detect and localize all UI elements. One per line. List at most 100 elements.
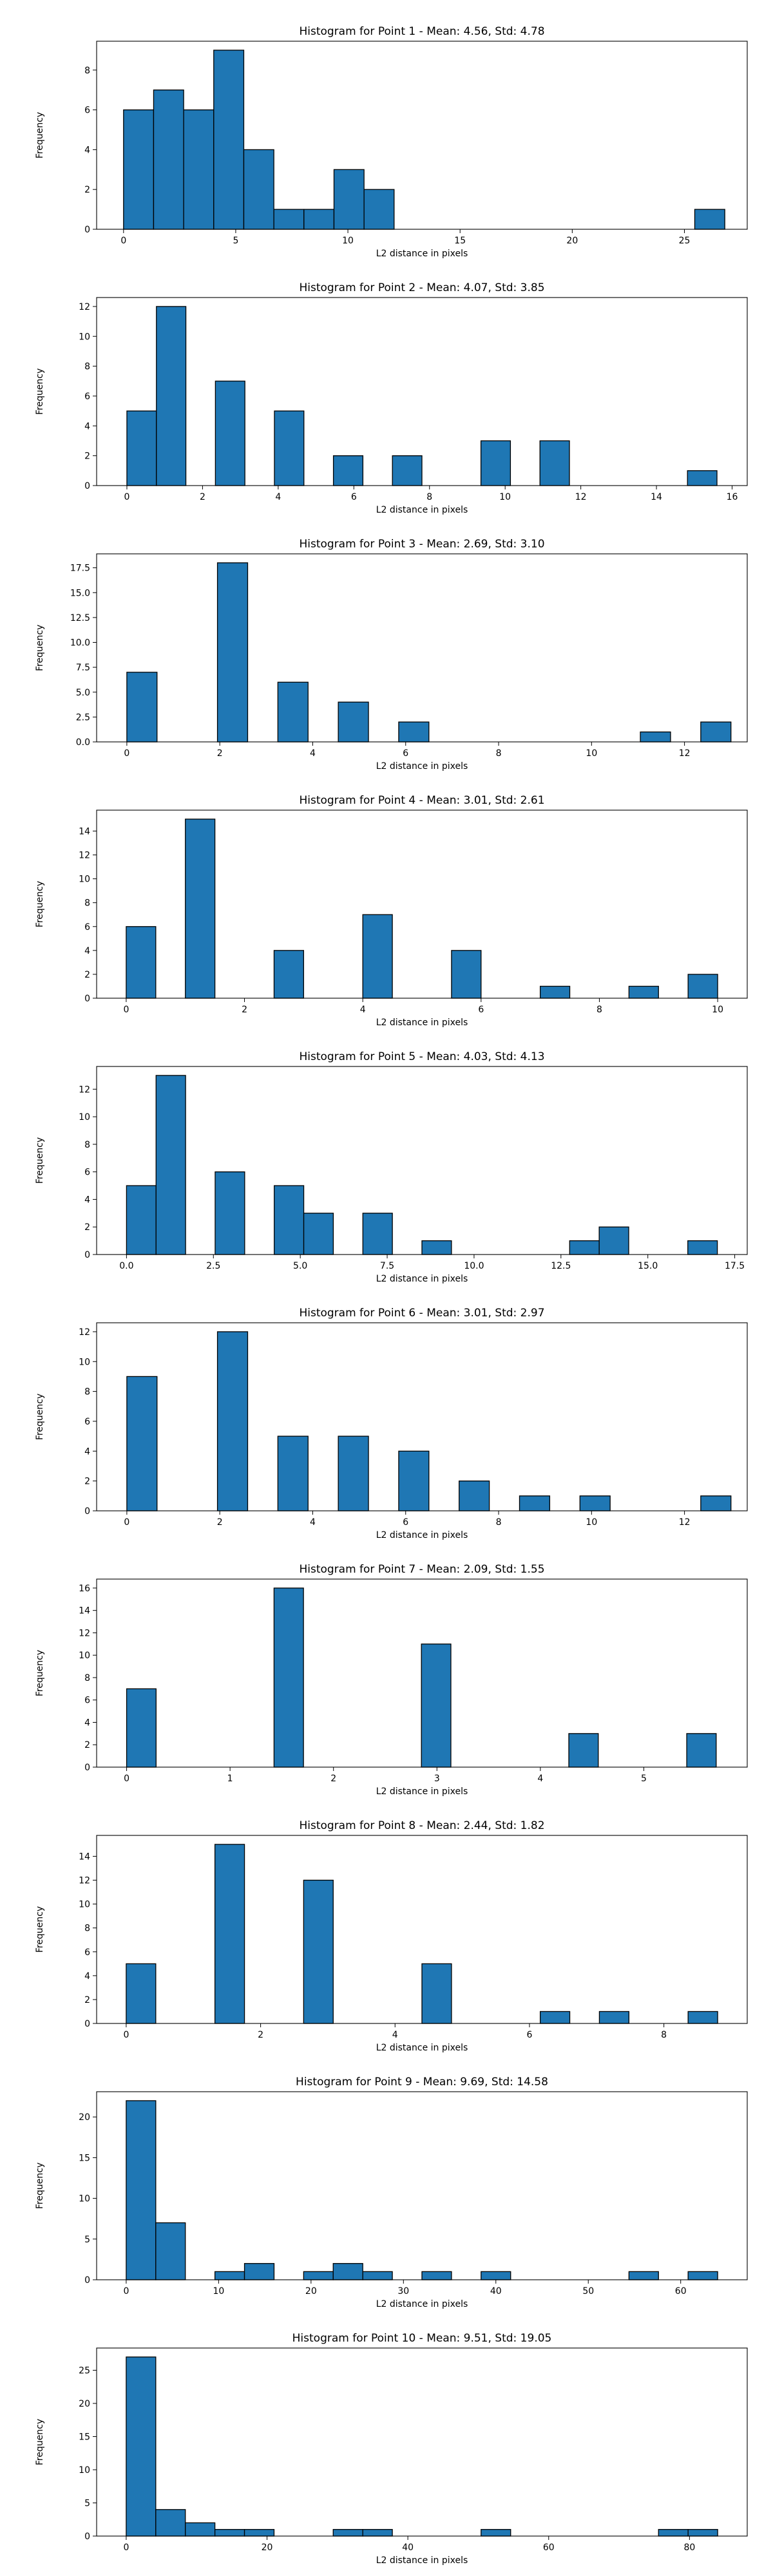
x-tick-label: 60	[675, 2286, 687, 2297]
x-axis-label: L2 distance in pixels	[376, 505, 468, 515]
histogram-bar	[126, 1376, 158, 1511]
x-tick-label: 20	[566, 236, 578, 246]
y-tick-label: 2	[84, 1995, 90, 2005]
histogram-bar	[598, 1226, 629, 1255]
x-tick-label: 40	[490, 2286, 502, 2297]
x-tick-label: 6	[526, 2030, 532, 2040]
y-tick-label: 10	[79, 2194, 90, 2204]
histogram-bar	[700, 1495, 732, 1511]
x-tick-label: 0	[123, 2543, 129, 2553]
x-tick-label: 8	[426, 492, 432, 502]
x-tick-label: 0	[124, 748, 129, 759]
y-tick-label: 15	[79, 2432, 90, 2443]
x-tick-label: 6	[478, 1005, 484, 1015]
chart-title: Histogram for Point 9 - Mean: 9.69, Std:…	[296, 2076, 548, 2088]
x-tick-label: 15.0	[638, 1261, 658, 1271]
histogram-bar	[363, 189, 395, 230]
y-tick-label: 0	[84, 994, 90, 1004]
histogram-bar	[126, 672, 158, 743]
histogram-bar	[155, 1075, 186, 1255]
histogram-bar	[687, 2271, 718, 2280]
x-tick-label: 17.5	[725, 1261, 745, 1271]
histogram-bar	[480, 440, 511, 486]
histogram-bar	[273, 1587, 304, 1768]
y-tick-label: 12	[79, 1084, 90, 1095]
x-tick-label: 20	[262, 2543, 273, 2553]
histogram-bar	[421, 1643, 452, 1768]
y-tick-label: 8	[84, 66, 90, 76]
x-tick-label: 0	[124, 492, 130, 502]
histogram-bar	[658, 2529, 689, 2537]
x-tick-label: 10	[712, 1005, 723, 1015]
histogram-bar	[598, 2011, 630, 2024]
axes-frame	[96, 297, 748, 486]
histogram-bar	[274, 1185, 305, 1255]
y-axis-label: Frequency	[35, 1650, 45, 1696]
x-tick-label: 40	[402, 2543, 414, 2553]
y-tick-label: 0	[84, 1250, 90, 1260]
y-tick-label: 6	[84, 1947, 90, 1958]
histogram-bar	[243, 2529, 275, 2537]
x-tick-label: 12.5	[551, 1261, 571, 1271]
x-tick-label: 2	[258, 2030, 263, 2040]
histogram-bar	[451, 950, 482, 999]
histogram-bar	[628, 985, 659, 999]
x-tick-label: 10	[586, 748, 597, 759]
x-tick-label: 10.0	[464, 1261, 484, 1271]
x-tick-label: 10	[586, 1517, 597, 1528]
histogram-bar	[123, 109, 155, 230]
chart-title: Histogram for Point 2 - Mean: 4.07, Std:…	[299, 281, 544, 294]
axes-frame	[96, 2091, 748, 2280]
histogram-bar	[481, 2271, 511, 2280]
y-axis-label: Frequency	[35, 1137, 45, 1184]
x-tick-label: 8	[596, 1005, 602, 1015]
y-axis-label: Frequency	[35, 368, 45, 415]
x-tick-label: 0	[124, 1517, 129, 1528]
histogram-bar	[126, 1688, 157, 1768]
y-tick-label: 6	[84, 1696, 90, 1706]
x-tick-label: 2	[217, 1517, 223, 1528]
y-axis-label: Frequency	[35, 1394, 45, 1440]
histogram-bar	[303, 209, 335, 230]
y-tick-label: 0	[84, 2532, 90, 2542]
axes-frame	[96, 1835, 748, 2024]
y-tick-label: 4	[84, 1718, 90, 1728]
x-axis-label: L2 distance in pixels	[376, 1274, 468, 1284]
y-tick-label: 5	[84, 2499, 90, 2509]
y-tick-label: 4	[84, 946, 90, 956]
y-tick-label: 20	[79, 2112, 90, 2123]
histogram-bar	[277, 1435, 309, 1511]
histogram-bar	[216, 1331, 249, 1511]
y-tick-label: 14	[79, 1606, 90, 1616]
x-tick-label: 4	[310, 748, 316, 759]
x-tick-label: 2	[217, 748, 223, 759]
histogram-bar	[579, 1495, 611, 1511]
histogram-bar	[215, 1171, 245, 1255]
x-tick-label: 4	[275, 492, 281, 502]
histogram-bar	[185, 819, 216, 999]
y-tick-label: 8	[84, 1924, 90, 1934]
x-tick-label: 2	[200, 492, 205, 502]
x-tick-label: 0	[123, 2030, 129, 2040]
histogram-bar	[687, 974, 718, 999]
histogram-bar	[126, 2100, 157, 2280]
y-tick-label: 6	[84, 1417, 90, 1427]
chart-title: Histogram for Point 7 - Mean: 2.09, Std:…	[299, 1563, 544, 1576]
y-tick-label: 2	[84, 185, 90, 195]
x-tick-label: 8	[661, 2030, 667, 2040]
histogram-bar	[156, 306, 187, 486]
histogram-bar	[362, 1213, 393, 1255]
y-tick-label: 6	[84, 106, 90, 116]
histogram-bar	[362, 2271, 393, 2280]
y-tick-label: 10.0	[70, 638, 90, 649]
histogram-bar	[303, 2271, 334, 2280]
x-tick-label: 60	[543, 2543, 555, 2553]
y-tick-label: 0	[84, 2275, 90, 2286]
x-tick-label: 16	[727, 492, 738, 502]
histogram-bar	[303, 1213, 334, 1255]
y-axis-label: Frequency	[35, 881, 45, 927]
axes-frame	[96, 41, 748, 230]
y-tick-label: 5.0	[76, 688, 90, 698]
x-axis-label: L2 distance in pixels	[376, 761, 468, 772]
histogram-bar	[700, 721, 732, 743]
